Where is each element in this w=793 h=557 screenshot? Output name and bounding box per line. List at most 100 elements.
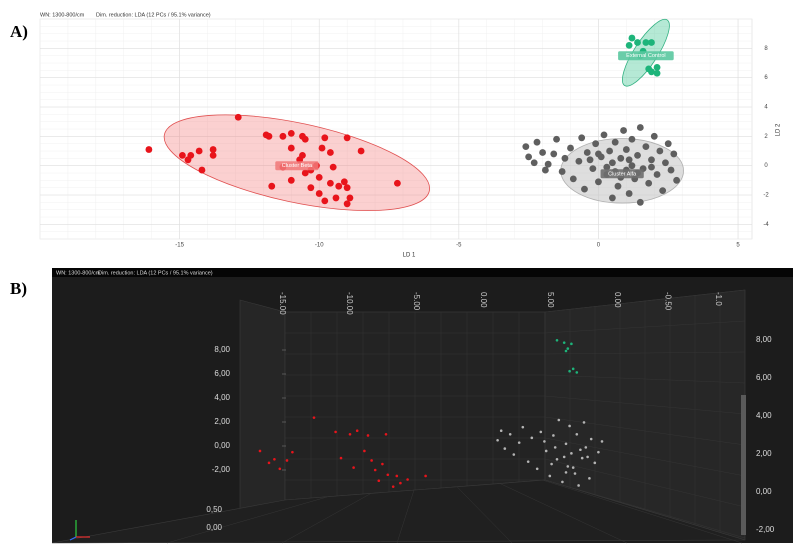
- point: [561, 480, 564, 484]
- point: [645, 65, 653, 73]
- point: [570, 452, 573, 455]
- point: [287, 130, 295, 137]
- point: [662, 159, 669, 167]
- point: [581, 185, 588, 193]
- point: [307, 184, 315, 192]
- point: [184, 156, 192, 164]
- x-tick-label: -10.00: [345, 292, 354, 315]
- point: [544, 449, 548, 453]
- point: [564, 349, 568, 353]
- point: [611, 138, 619, 146]
- point: [301, 135, 309, 143]
- point: [334, 430, 337, 434]
- series-label-box: [618, 51, 674, 61]
- point: [562, 455, 566, 459]
- point: [315, 190, 323, 197]
- wall-grid: [166, 289, 746, 544]
- y-tick-label: 8,00: [214, 345, 230, 354]
- point: [268, 182, 276, 190]
- point: [343, 200, 351, 208]
- x-tick-label: 0.00: [479, 292, 488, 308]
- point: [562, 341, 566, 344]
- y-tick-label: 0,00: [214, 441, 230, 450]
- point: [258, 449, 262, 453]
- point: [535, 467, 539, 471]
- point: [571, 367, 575, 371]
- y-tick-label-right: 8,00: [756, 335, 772, 344]
- point: [584, 446, 588, 449]
- point: [555, 457, 559, 461]
- point: [373, 468, 377, 472]
- floor-grid-line: [166, 496, 329, 544]
- point: [653, 171, 661, 178]
- y-tick-label-right: 2,00: [756, 449, 772, 458]
- x-tick-label: -5.00: [412, 292, 421, 311]
- y-tick-label-right: 6,00: [756, 373, 772, 382]
- point: [566, 465, 570, 468]
- point: [541, 166, 549, 174]
- point: [570, 342, 573, 346]
- point: [424, 474, 427, 478]
- header-left: WN: 1300-800/cm: [40, 12, 85, 18]
- point: [543, 440, 546, 443]
- point: [384, 432, 388, 436]
- y-tick-label-right: 4,00: [756, 411, 772, 420]
- point: [625, 156, 633, 164]
- point: [195, 147, 203, 155]
- point: [234, 113, 242, 121]
- point: [656, 147, 664, 155]
- floor-grid-line: [542, 479, 743, 544]
- point: [555, 338, 559, 342]
- point: [625, 42, 633, 49]
- point: [568, 424, 571, 428]
- z-tick-label: 0,00: [206, 523, 222, 532]
- y-tick-label: 6: [764, 75, 768, 81]
- point: [315, 174, 323, 181]
- point: [628, 34, 636, 42]
- y-tick-label: 6,00: [214, 369, 230, 378]
- header-right: Dim. reduction: LDA (12 PCs / 95.1% vari…: [98, 270, 213, 276]
- point: [593, 461, 597, 465]
- point: [650, 132, 658, 140]
- point: [265, 132, 273, 140]
- panel-b: B) WN: 1300-800/cm Dim. reduction: LDA (…: [10, 268, 793, 544]
- y-tick-label: 0: [764, 163, 768, 169]
- y-tick-label: -4: [763, 222, 769, 228]
- point: [653, 69, 661, 77]
- z-tick-label: 0,50: [206, 505, 222, 514]
- point: [564, 471, 568, 474]
- point: [301, 169, 309, 177]
- point: [617, 154, 625, 162]
- point: [526, 460, 530, 463]
- x-tick-label: -15: [175, 243, 184, 249]
- point: [579, 448, 582, 452]
- floor-grid-line: [499, 483, 628, 544]
- point: [608, 159, 616, 167]
- point: [566, 347, 570, 350]
- point: [586, 455, 589, 459]
- point: [352, 466, 355, 469]
- point: [335, 182, 343, 190]
- point: [343, 134, 351, 142]
- point: [198, 166, 206, 174]
- x-tick-label: 0: [597, 243, 601, 249]
- point: [287, 176, 295, 184]
- point: [517, 441, 521, 444]
- point: [508, 432, 512, 436]
- side-bar: [741, 395, 746, 535]
- point: [539, 430, 543, 434]
- point: [648, 156, 655, 164]
- point: [588, 477, 591, 480]
- point: [557, 418, 561, 422]
- point: [550, 462, 553, 466]
- point: [522, 143, 530, 151]
- point: [503, 447, 507, 450]
- point: [561, 154, 569, 162]
- x-tick-label: 5: [736, 243, 740, 249]
- point: [399, 481, 402, 485]
- depth-tick-label: -1.0: [714, 292, 723, 306]
- point: [539, 149, 546, 156]
- point: [634, 152, 641, 159]
- x-axis-label: LD 1: [403, 253, 416, 259]
